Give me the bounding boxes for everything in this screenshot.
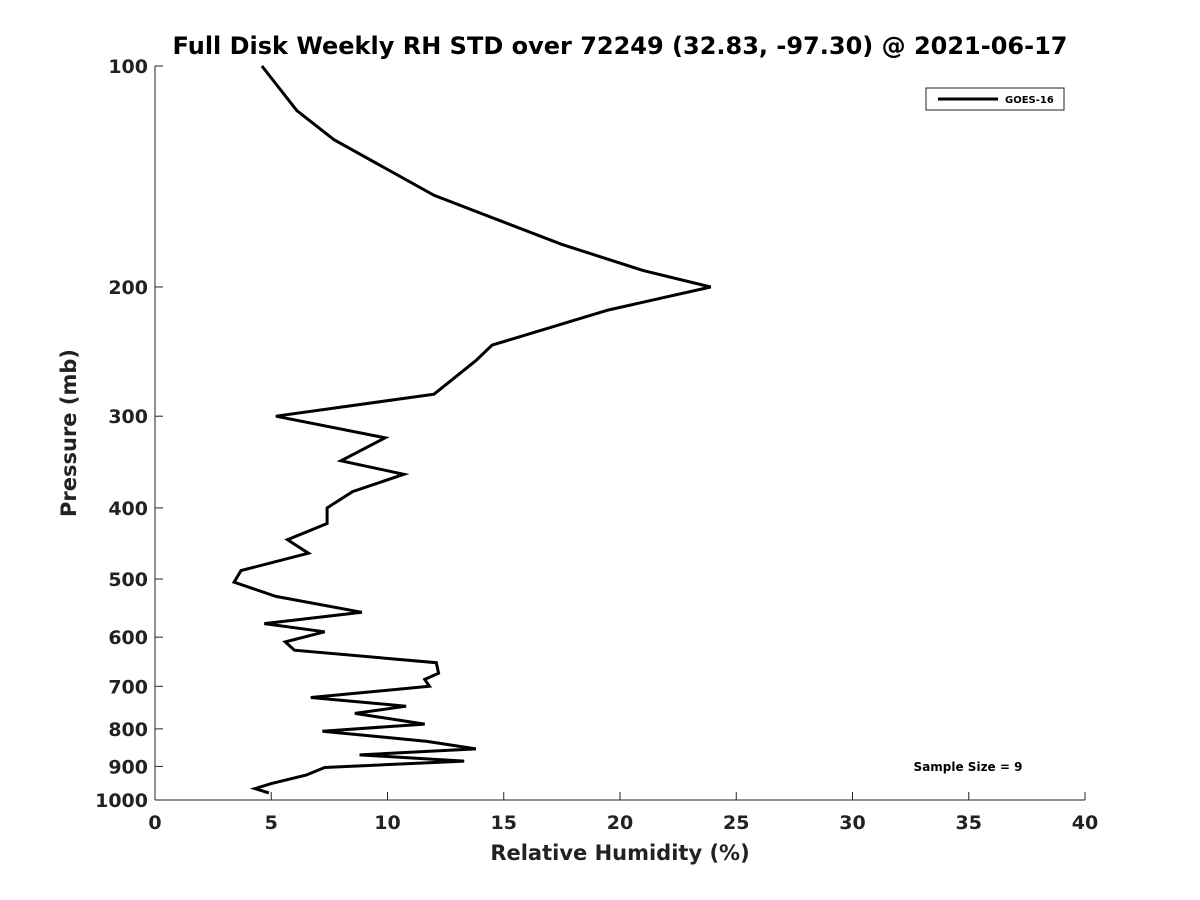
x-tick-label: 35 (956, 812, 982, 834)
y-tick-label: 700 (108, 676, 148, 698)
y-tick-label: 500 (108, 569, 148, 591)
series-line-goes-16 (231, 65, 712, 795)
y-tick-label: 200 (108, 277, 148, 299)
y-tick-label: 900 (108, 756, 148, 778)
chart-title: Full Disk Weekly RH STD over 72249 (32.8… (173, 32, 1068, 60)
y-tick-label: 600 (108, 627, 148, 649)
y-tick-label: 1000 (95, 790, 148, 812)
plot-axes: 0 5 10 15 20 25 30 35 40 100 200 300 400 500 600 700 80… (95, 56, 1098, 834)
x-tick-label: 30 (839, 812, 865, 834)
y-tick-label: 300 (108, 406, 148, 428)
y-tick-label: 800 (108, 719, 148, 741)
x-tick-label: 10 (374, 812, 400, 834)
y-tick-label: 400 (108, 498, 148, 520)
y-tick-label: 100 (108, 56, 148, 78)
x-tick-label: 20 (607, 812, 633, 834)
y-axis-label: Pressure (mb) (57, 349, 81, 517)
x-tick-label: 15 (491, 812, 517, 834)
x-tick-label: 0 (148, 812, 161, 834)
x-tick-label: 25 (723, 812, 749, 834)
x-tick-label: 40 (1072, 812, 1098, 834)
x-tick-label: 5 (265, 812, 278, 834)
series-layer (231, 65, 712, 795)
y-ticks: 100 200 300 400 500 600 700 800 900 1000 (95, 56, 163, 812)
x-ticks: 0 5 10 15 20 25 30 35 40 (148, 792, 1098, 834)
legend-label: GOES-16 (1005, 95, 1054, 106)
sample-size-annotation: Sample Size = 9 (914, 760, 1023, 774)
x-axis-label: Relative Humidity (%) (490, 841, 749, 865)
legend: GOES-16 (925, 87, 1065, 111)
